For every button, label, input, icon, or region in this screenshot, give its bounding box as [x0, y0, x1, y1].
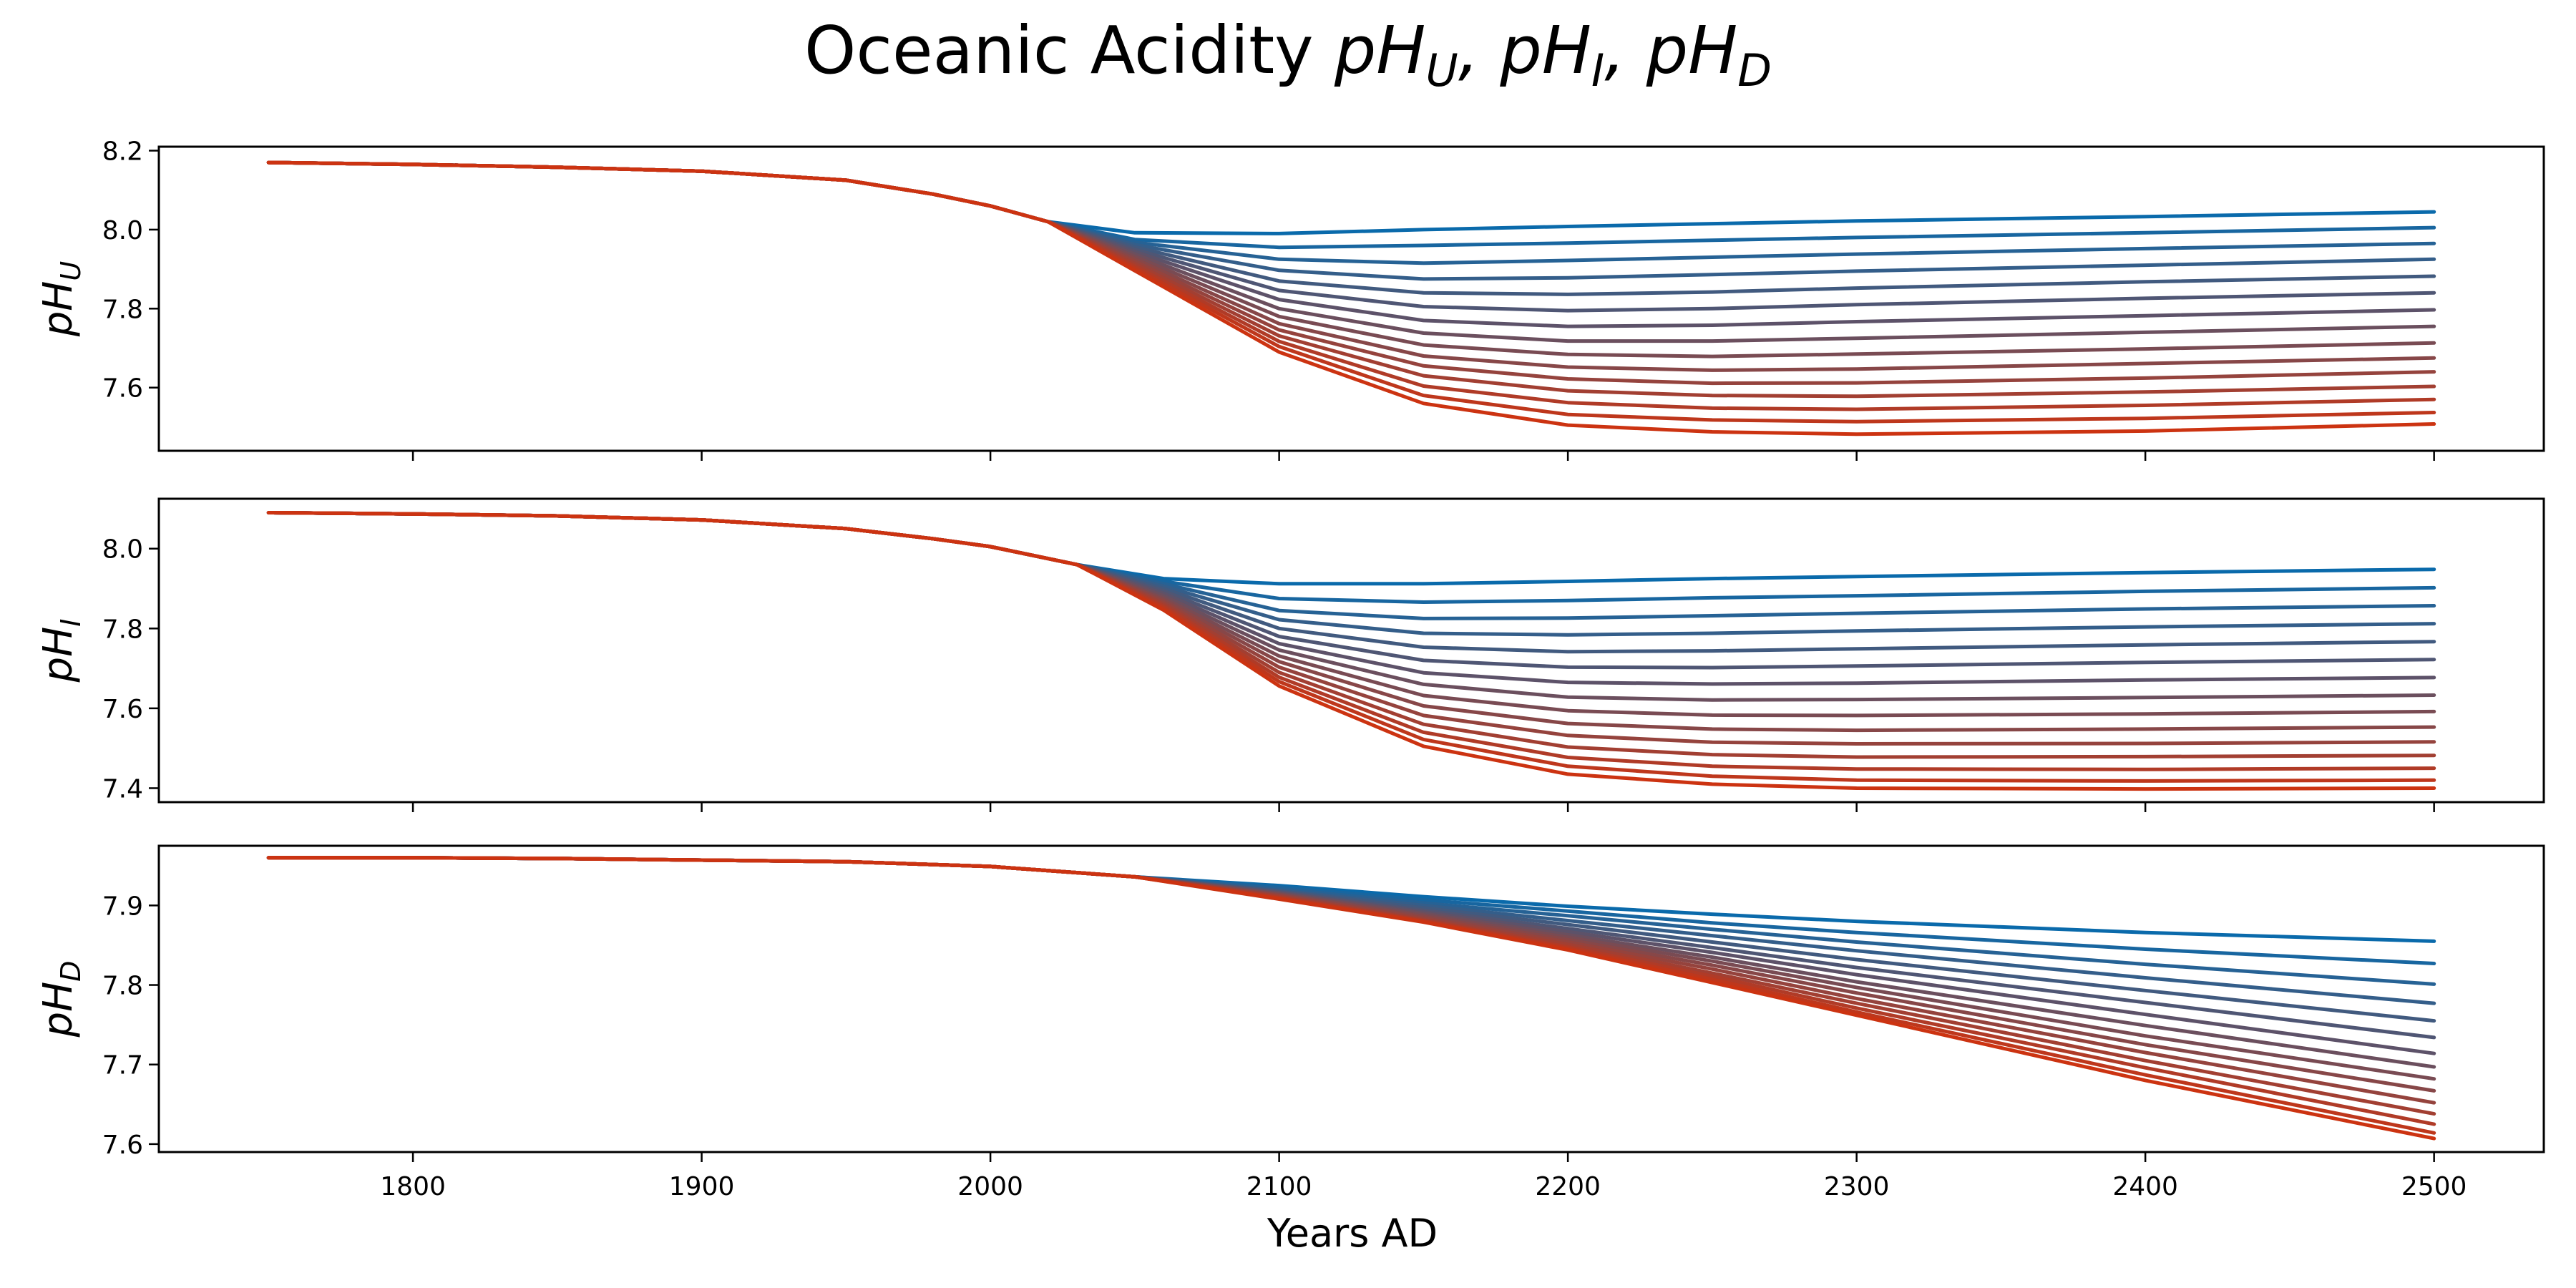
series-line-1-7: [266, 511, 2436, 702]
series-line-2-14: [266, 856, 2436, 1141]
y-tick-label-0-3: 8.2: [102, 137, 143, 167]
y-tick-label-0-0: 7.6: [102, 374, 143, 404]
y-axis-label-2: pHD: [35, 961, 87, 1038]
y-tick-label-2-1: 7.7: [102, 1051, 143, 1080]
y-tick-label-0-2: 8.0: [102, 216, 143, 245]
series-line-1-0: [266, 511, 2436, 586]
y-axis-label-base-1: pH: [35, 627, 82, 683]
x-tick-label-1: 1900: [669, 1172, 735, 1201]
title-part-sub-1: I: [1591, 44, 1604, 97]
series-line-0-0: [266, 160, 2436, 235]
title-part-sep-1: ,: [1604, 12, 1646, 89]
title-part-base-0: pH: [1334, 12, 1426, 89]
panel-1: pHI 7.4 7.6 7.8 8.0: [35, 497, 2545, 812]
panel-2: pHD 7.6 7.7 7.8 7.9 1800 1900 2000 2100 2200 2300 2…: [35, 844, 2545, 1201]
title-part-base-1: pH: [1499, 12, 1591, 89]
y-tick-label-1-0: 7.4: [102, 774, 143, 804]
x-tick-label-7: 2500: [2401, 1172, 2467, 1201]
series-line-1-1: [266, 511, 2436, 604]
panels-group: pHU7.67.88.08.2pHI7.47.67.88.0pHD7.67.77…: [35, 137, 2545, 1201]
x-tick-label-4: 2200: [1535, 1172, 1601, 1201]
chart-title: Oceanic Acidity pHU, pHI, pHD: [804, 12, 1772, 97]
series-line-1-14: [266, 511, 2436, 791]
panel-0: pHU 7.6 7.8 8.0 8.2: [35, 137, 2545, 461]
y-tick-label-1-2: 7.8: [102, 615, 143, 644]
title-part-base-2: pH: [1646, 12, 1738, 89]
title-part-sub-0: U: [1425, 44, 1458, 97]
y-tick-label-1-3: 8.0: [102, 535, 143, 565]
y-tick-label-2-0: 7.6: [102, 1131, 143, 1160]
y-axis-label-1: pHI: [35, 619, 87, 683]
y-axis-label-sub-0: U: [55, 261, 87, 281]
title-part-sub-2: D: [1737, 44, 1772, 97]
series-line-0-13: [266, 160, 2436, 424]
series-line-0-14: [266, 160, 2436, 436]
series-line-2-6: [266, 856, 2436, 1055]
x-tick-label-6: 2400: [2112, 1172, 2178, 1201]
panel-frame-0: [157, 145, 2545, 452]
y-tick-label-1-1: 7.6: [102, 695, 143, 724]
title-part-sep-0: ,: [1458, 12, 1501, 89]
series-line-1-6: [266, 511, 2436, 686]
y-axis-label-sub-2: D: [55, 961, 87, 982]
series-line-1-2: [266, 511, 2436, 620]
y-tick-label-2-2: 7.8: [102, 972, 143, 1001]
series-line-1-11: [266, 511, 2436, 759]
x-axis-label: Years AD: [1267, 1211, 1438, 1256]
y-axis-label-base-2: pH: [35, 982, 82, 1038]
x-tick-label-5: 2300: [1824, 1172, 1890, 1201]
panel-frame-2: [157, 844, 2545, 1153]
title-prefix: Oceanic Acidity: [804, 12, 1335, 89]
x-tick-label-2: 2000: [957, 1172, 1023, 1201]
y-tick-label-0-1: 7.8: [102, 295, 143, 324]
y-axis-label-sub-1: I: [55, 619, 87, 627]
series-line-0-7: [266, 160, 2436, 343]
y-axis-label-0: pHU: [35, 261, 87, 338]
y-tick-label-2-3: 7.9: [102, 892, 143, 921]
panel-frame-1: [157, 497, 2545, 804]
x-tick-label-3: 2100: [1246, 1172, 1312, 1201]
series-line-0-11: [266, 160, 2436, 399]
series-line-2-2: [266, 856, 2436, 986]
series-line-0-6: [266, 160, 2436, 328]
y-axis-label-base-0: pH: [35, 281, 82, 338]
x-tick-label-0: 1800: [380, 1172, 446, 1201]
series-line-0-1: [266, 160, 2436, 250]
